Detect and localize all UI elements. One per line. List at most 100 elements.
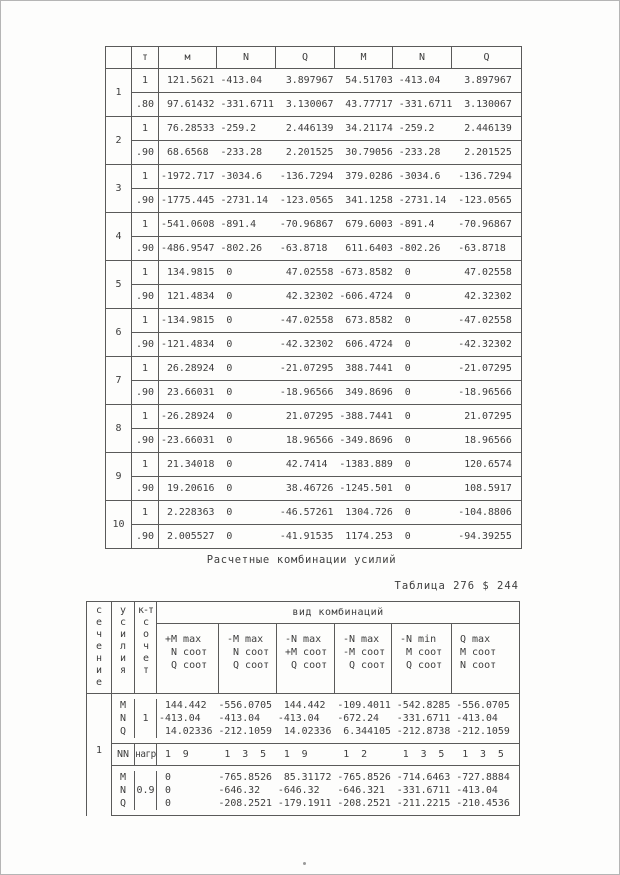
group-number: 6 [106, 309, 132, 356]
t-coef: .90 [132, 332, 159, 356]
t-coef: 1 [132, 405, 159, 428]
table2-caption: Расчетные комбинации усилий [206, 554, 397, 566]
values-line: -1775.445 -2731.14 -123.0565 341.1258 -2… [161, 194, 512, 206]
group-number: 9 [106, 453, 132, 500]
values-line: -23.66031 0 18.96566 -349.8696 0 18.9656… [161, 434, 512, 446]
group-number: 8 [106, 405, 132, 452]
t-coef: .90 [132, 140, 159, 164]
q-values-line: 0 -208.2521 -179.1911 -208.2521 -211.221… [159, 798, 510, 809]
nagr-label: нагр [135, 744, 157, 765]
q-values-line: 14.02336 -212.1059 14.02336 6.344105 -21… [159, 726, 510, 737]
n-values-line: 0 -646.32 -646.32 -646.321 -331.6711 -41… [159, 785, 498, 796]
t-coef: .90 [132, 428, 159, 452]
page-mark-dot [303, 862, 306, 865]
header-cell-q1: Q [276, 47, 335, 68]
values-line: -486.9547 -802.26 -63.8718 611.6403 -802… [161, 242, 506, 254]
values-line: 68.6568 -233.28 2.201525 30.79056 -233.2… [161, 146, 512, 158]
values-line: 121.4834 0 42.32302 -606.4724 0 42.32302 [161, 290, 512, 302]
t-coef: .90 [132, 524, 159, 548]
table-row-group-1: 1 1 121.5621 -413.04 3.897967 54.51703 -… [106, 69, 521, 117]
header-force-vertical: у с и л и я [112, 602, 135, 693]
group-number: 4 [106, 213, 132, 260]
group-number: 1 [106, 69, 132, 116]
values-line: 2.228363 0 -46.57261 1304.726 0 -104.880… [161, 506, 512, 518]
table-row: 1 134.9815 0 47.02558 -673.8582 0 47.025… [132, 261, 521, 285]
section-number: 1 [87, 694, 112, 816]
table-row: 1 -134.9815 0 -47.02558 673.8582 0 -47.0… [132, 309, 521, 333]
group-number: 7 [106, 357, 132, 404]
table-row-group-2: 2 1 76.28533 -259.2 2.446139 34.21174 -2… [106, 117, 521, 165]
table-row: .90 -486.9547 -802.26 -63.8718 611.6403 … [132, 236, 521, 260]
group-number: 10 [106, 501, 132, 548]
table-row-group-7: 7 1 26.28924 0 -21.07295 388.7441 0 -21.… [106, 357, 521, 405]
t-coef: .90 [132, 476, 159, 500]
table-row: 1 21.34018 0 42.7414 -1383.889 0 120.657… [132, 453, 521, 477]
table-row-group-3: 3 1 -1972.717 -3034.6 -136.7294 379.0286… [106, 165, 521, 213]
t-coef: 1 [132, 501, 159, 524]
load-numbers-line: 1 9 1 3 5 1 9 1 2 1 3 5 1 3 5 [159, 749, 504, 760]
t-coef: .90 [132, 380, 159, 404]
nn-label: NN [112, 744, 135, 765]
table-row-group-10: 10 1 2.228363 0 -46.57261 1304.726 0 -10… [106, 501, 521, 548]
table-row: 1 -541.0608 -891.4 -70.96867 679.6003 -8… [132, 213, 521, 237]
values-line: -26.28924 0 21.07295 -388.7441 0 21.0729… [161, 410, 512, 422]
t-coef: 1 [132, 453, 159, 476]
values-line: 23.66031 0 -18.96566 349.8696 0 -18.9656… [161, 386, 512, 398]
table-row: .90 23.66031 0 -18.96566 349.8696 0 -18.… [132, 380, 521, 404]
t-coef: .80 [132, 92, 159, 116]
values-line: 26.28924 0 -21.07295 388.7441 0 -21.0729… [161, 362, 512, 374]
header-cell-n1: N [217, 47, 276, 68]
table-row: .80 97.61432 -331.6711 3.130067 43.77717… [132, 92, 521, 116]
table-row: 1 76.28533 -259.2 2.446139 34.21174 -259… [132, 117, 521, 141]
forces-table: т м N Q M N Q 1 1 121.5621 -413.04 3.897… [105, 46, 522, 549]
t-coef: 1 [132, 213, 159, 236]
combination-column-headers: +M max N соот Q соот -M max N соот Q соо… [157, 624, 519, 693]
table-row: .90 19.20616 0 38.46726 -1245.501 0 108.… [132, 476, 521, 500]
table2-number-label: Таблица 276 $ 244 [394, 580, 519, 592]
combo-block-coef-1: M N Q 1 144.442 -556.0705 144.442 -109.4… [112, 694, 519, 744]
combo-header-q-max: Q max M соот N соот [460, 634, 497, 671]
values-line: 21.34018 0 42.7414 -1383.889 0 120.6574 [161, 458, 512, 470]
m-values-line: 0 -765.8526 85.31172 -765.8526 -714.6463… [159, 772, 510, 783]
forces-table-header-row: т м N Q M N Q [106, 47, 521, 69]
combinations-table: с е ч е н и е у с и л и я к-т с о ч е т … [86, 601, 520, 816]
t-coef: 1 [132, 69, 159, 92]
t-coef: 1 [132, 165, 159, 188]
values-line: -541.0608 -891.4 -70.96867 679.6003 -891… [161, 218, 512, 230]
header-cell-q2: Q [483, 52, 490, 63]
table-row: .90 -1775.445 -2731.14 -123.0565 341.125… [132, 188, 521, 212]
t-coef: .90 [132, 236, 159, 260]
values-line: 134.9815 0 47.02558 -673.8582 0 47.02558 [161, 266, 512, 278]
load-numbers-row: NN нагр 1 9 1 3 5 1 9 1 2 1 3 5 1 3 5 [112, 744, 519, 766]
force-labels: M N Q [112, 771, 135, 810]
combo-header-plus-m-max: +M max N соот Q соот [157, 624, 219, 693]
values-line: 97.61432 -331.6711 3.130067 43.77717 -33… [161, 98, 512, 110]
group-number: 3 [106, 165, 132, 212]
table-row-group-9: 9 1 21.34018 0 42.7414 -1383.889 0 120.6… [106, 453, 521, 501]
m-values-line: 144.442 -556.0705 144.442 -109.4011 -542… [159, 700, 510, 711]
values-line: 76.28533 -259.2 2.446139 34.21174 -259.2… [161, 122, 512, 134]
values-line: 121.5621 -413.04 3.897967 54.51703 -413.… [161, 74, 512, 86]
group-number: 5 [106, 261, 132, 308]
values-line: -134.9815 0 -47.02558 673.8582 0 -47.025… [161, 314, 512, 326]
t-coef: .90 [132, 188, 159, 212]
table-row-group-6: 6 1 -134.9815 0 -47.02558 673.8582 0 -47… [106, 309, 521, 357]
combo-header-minus-n-min: -N min M соот Q соот [392, 624, 452, 693]
t-coef: 1 [132, 261, 159, 284]
table-row: .90 2.005527 0 -41.91535 1174.253 0 -94.… [132, 524, 521, 548]
header-cell-t: т [132, 47, 159, 68]
table-row-group-5: 5 1 134.9815 0 47.02558 -673.8582 0 47.0… [106, 261, 521, 309]
t-coef: .90 [132, 284, 159, 308]
combo-block-coef-09: M N Q 0.9 0 -765.8526 85.31172 -765.8526… [112, 766, 519, 815]
header-cell-empty [106, 47, 132, 68]
table-row: 1 -26.28924 0 21.07295 -388.7441 0 21.07… [132, 405, 521, 429]
header-section-vertical: с е ч е н и е [87, 602, 112, 693]
n-values-line: -413.04 -413.04 -413.04 -672.24 -331.671… [159, 713, 498, 724]
values-line: 19.20616 0 38.46726 -1245.501 0 108.5917 [161, 482, 512, 494]
t-coef: 1 [132, 357, 159, 380]
combo-header-minus-n-max-minus-m: -N max -M соот Q соот [335, 624, 392, 693]
values-line: -121.4834 0 -42.32302 606.4724 0 -42.323… [161, 338, 512, 350]
header-cell-m2: M [335, 47, 393, 68]
table-row: .90 68.6568 -233.28 2.201525 30.79056 -2… [132, 140, 521, 164]
